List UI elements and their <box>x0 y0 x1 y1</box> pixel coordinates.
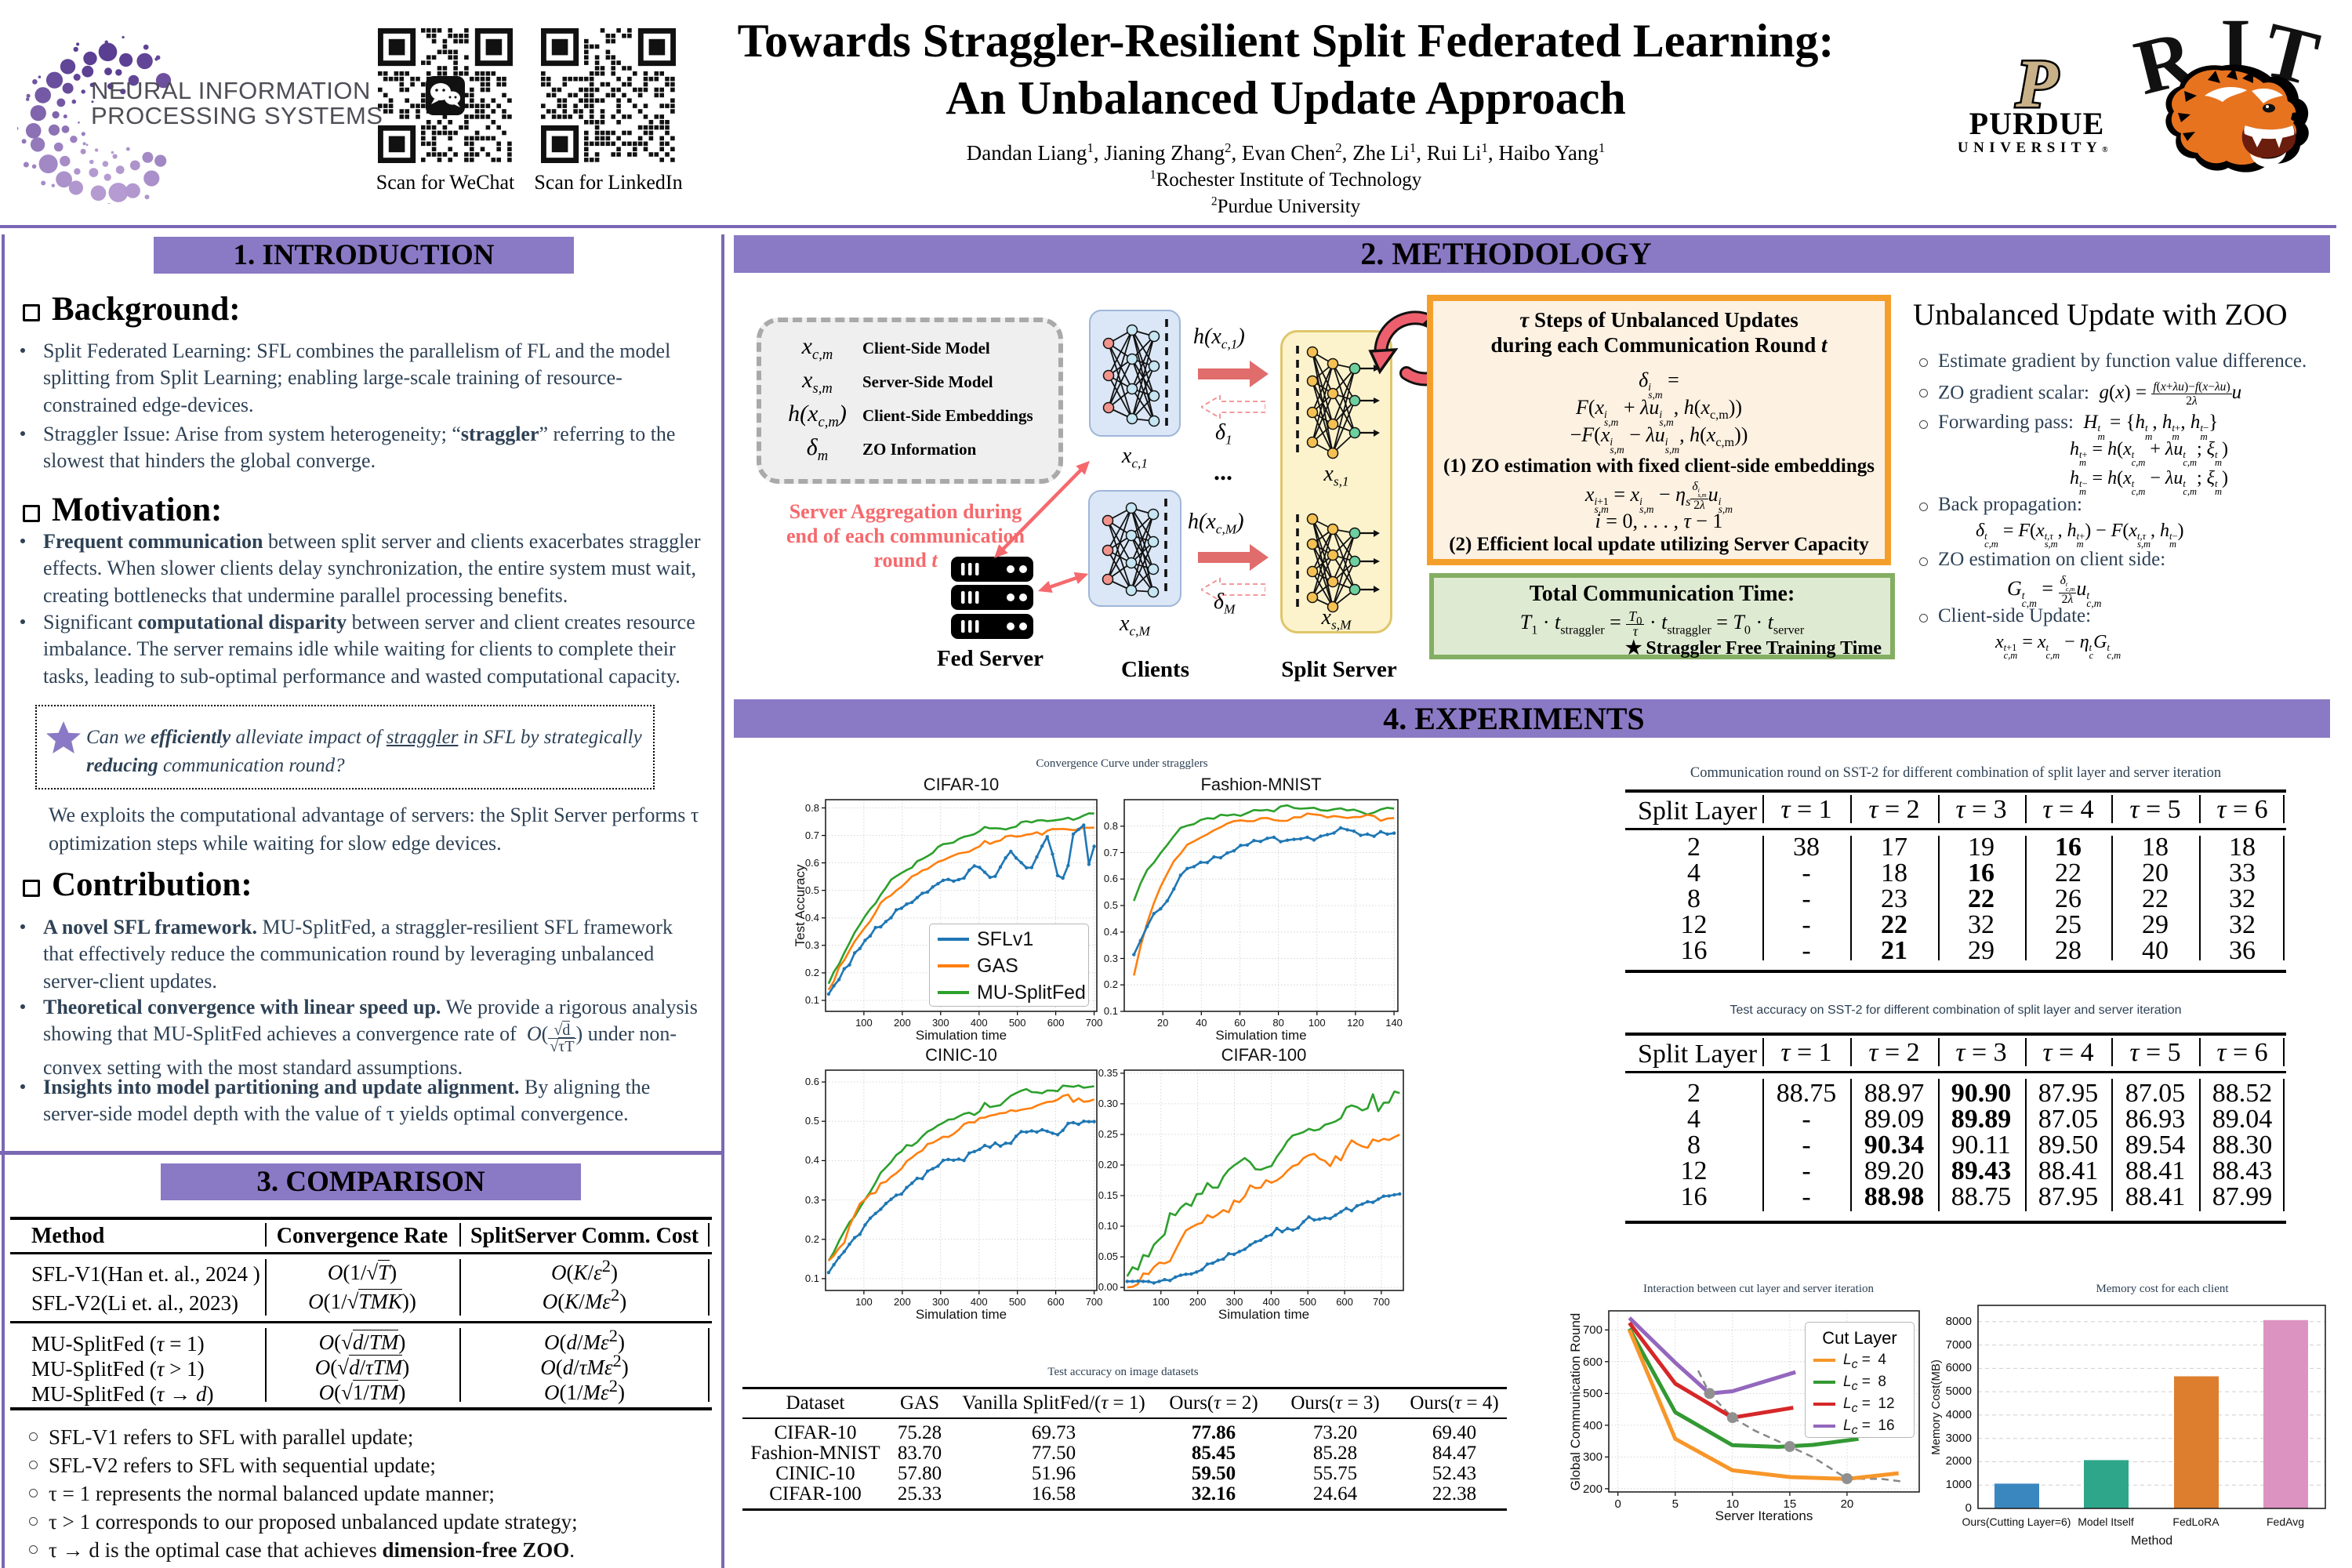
svg-text:PURDUE: PURDUE <box>1969 106 2105 141</box>
svg-text:UNIVERSITY®: UNIVERSITY® <box>1958 140 2113 155</box>
svg-text:P: P <box>2015 46 2059 122</box>
